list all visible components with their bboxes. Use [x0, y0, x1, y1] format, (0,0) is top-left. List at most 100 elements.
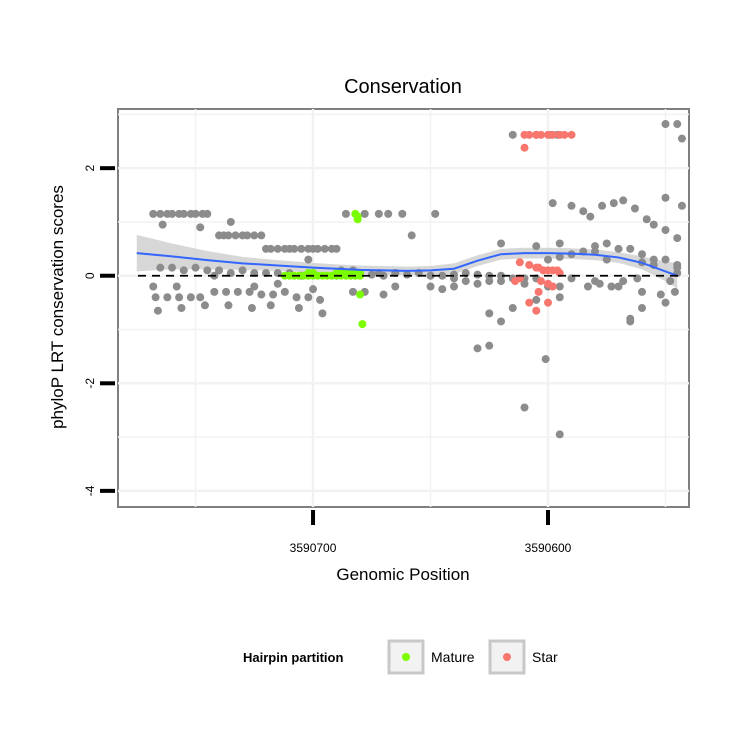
data-point-other [555, 282, 564, 291]
data-point-star [534, 287, 543, 296]
data-point-other [673, 263, 682, 272]
data-point-other [224, 231, 233, 240]
data-point-other [661, 226, 670, 235]
data-point-other [520, 403, 529, 412]
data-point-other [226, 217, 235, 226]
data-point-other [619, 277, 628, 286]
data-point-other [158, 220, 167, 229]
data-point-other [341, 209, 350, 218]
data-point-other [497, 317, 506, 326]
data-point-other [602, 239, 611, 248]
y-axis-title: phyloP LRT conservation scores [48, 185, 67, 429]
data-point-other [304, 293, 313, 302]
data-point-other [661, 120, 670, 129]
data-point-other [172, 282, 181, 291]
data-point-star [525, 130, 534, 139]
data-point-other [555, 293, 564, 302]
data-point-other [153, 306, 162, 315]
data-point-other [374, 209, 383, 218]
data-point-other [649, 220, 658, 229]
data-point-other [238, 266, 247, 275]
data-point-other [626, 244, 635, 253]
legend-key-star [488, 639, 526, 675]
data-point-other [247, 304, 256, 312]
y-tick-label: -4 [83, 485, 97, 496]
smooth-confidence-ribbon [136, 234, 678, 289]
data-point-other [398, 209, 407, 218]
data-point-other [203, 209, 212, 218]
data-point-other [266, 301, 275, 310]
data-point-other [309, 285, 318, 294]
legend-label-mature: Mature [431, 649, 475, 665]
data-point-other [179, 266, 188, 275]
data-point-other [461, 277, 470, 286]
data-point-other [186, 293, 195, 302]
data-point-other [292, 293, 301, 302]
data-point-other [567, 201, 576, 210]
plot-panel [117, 108, 690, 508]
data-point-other [163, 293, 172, 302]
data-point-other [520, 279, 529, 288]
data-point-other [450, 282, 459, 291]
data-point-star [536, 130, 545, 139]
data-point-other [313, 244, 322, 253]
data-point-star [560, 130, 569, 139]
data-point-other [431, 209, 440, 218]
data-point-other [177, 304, 186, 312]
data-point-other [250, 282, 259, 291]
data-point-other [149, 209, 158, 218]
legend-dot-mature [402, 653, 410, 661]
data-point-other [602, 255, 611, 264]
data-point-other [485, 341, 494, 350]
data-point-other [673, 234, 682, 243]
data-point-other [320, 244, 329, 253]
data-point-other [473, 270, 482, 279]
data-point-other [642, 215, 651, 224]
data-point-mature [358, 320, 367, 329]
x-tick-label: 3590600 [525, 541, 572, 555]
data-point-other [598, 201, 607, 210]
legend: Hairpin partition Mature Star [243, 639, 558, 675]
data-point-other [191, 263, 200, 272]
data-point-other [384, 209, 393, 218]
data-point-other [156, 263, 165, 272]
data-point-other [297, 244, 306, 253]
data-point-other [269, 290, 278, 299]
data-point-other [379, 290, 388, 299]
data-point-other [191, 209, 200, 218]
data-point-other [485, 277, 494, 286]
data-point-other [497, 277, 506, 286]
data-point-other [245, 287, 254, 296]
data-point-other [614, 244, 623, 253]
data-point-star [515, 258, 524, 267]
data-point-other [175, 293, 184, 302]
data-point-other [638, 250, 647, 259]
data-point-other [508, 130, 517, 139]
data-point-other [661, 298, 670, 307]
data-point-star [567, 130, 576, 139]
data-point-other [168, 263, 177, 272]
data-point-other [661, 255, 670, 264]
axes-layer: 3590700 3590600 2 0 -2 -4 [83, 165, 572, 555]
x-axis-title: Genomic Position [336, 565, 469, 584]
data-point-other [168, 209, 177, 218]
data-point-other [473, 344, 482, 353]
data-point-other [156, 209, 165, 218]
data-point-other [555, 252, 564, 261]
data-point-other [595, 279, 604, 288]
data-point-other [619, 196, 628, 205]
data-point-mature [356, 290, 365, 299]
data-point-other [656, 290, 665, 299]
data-point-other [586, 212, 595, 221]
data-point-other [532, 295, 541, 304]
data-point-other [532, 242, 541, 251]
data-point-other [224, 301, 233, 310]
data-point-other [243, 231, 252, 240]
data-point-other [403, 270, 412, 279]
data-point-other [294, 304, 303, 312]
data-point-other [250, 231, 259, 240]
data-point-other [626, 317, 635, 326]
data-point-other [179, 209, 188, 218]
data-point-other [497, 239, 506, 248]
data-point-other [367, 270, 376, 279]
